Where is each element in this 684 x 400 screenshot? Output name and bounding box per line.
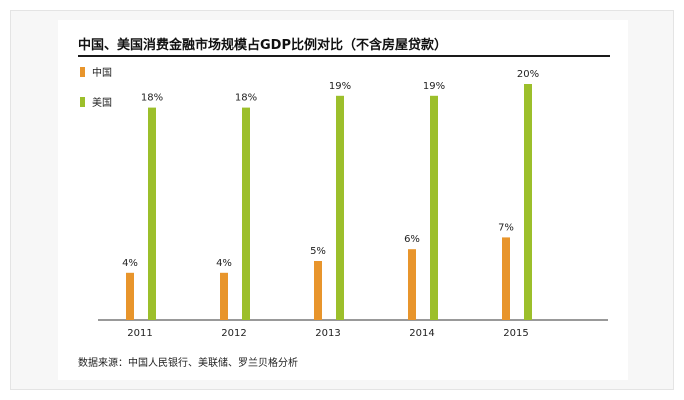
data-label-0-2012: 4% [216,258,232,269]
data-label-0-2014: 6% [404,234,420,245]
source-note: 数据来源：中国人民银行、美联储、罗兰贝格分析 [78,358,298,369]
bar-0-2015 [502,237,510,320]
x-tick-label-2013: 2013 [315,328,340,339]
x-tick-label-2011: 2011 [127,328,152,339]
data-label-0-2015: 7% [498,222,514,233]
x-tick-label-2014: 2014 [409,328,434,339]
bar-0-2011 [126,272,134,320]
bar-1-2014 [430,95,438,320]
bar-0-2014 [408,249,416,320]
title-divider [78,55,610,57]
legend-label-1: 美国 [92,96,112,109]
bar-0-2012 [220,272,228,320]
data-label-0-2011: 4% [122,258,138,269]
legend-label-0: 中国 [92,66,112,79]
data-label-0-2013: 5% [310,246,326,257]
chart-title: 中国、美国消费金融市场规模占GDP比例对比（不含房屋贷款） [78,38,447,53]
bar-1-2015 [524,84,532,320]
bar-1-2012 [242,107,250,320]
bar-0-2013 [314,261,322,320]
data-label-1-2015: 20% [517,69,539,80]
bar-1-2013 [336,95,344,320]
data-label-1-2012: 18% [235,93,257,104]
legend-swatch-1 [80,97,85,107]
data-label-1-2014: 19% [423,81,445,92]
x-tick-label-2012: 2012 [221,328,246,339]
data-label-1-2011: 18% [141,93,163,104]
bar-1-2011 [148,107,156,320]
data-label-1-2013: 19% [329,81,351,92]
x-tick-label-2015: 2015 [503,328,528,339]
legend-swatch-0 [80,67,85,77]
